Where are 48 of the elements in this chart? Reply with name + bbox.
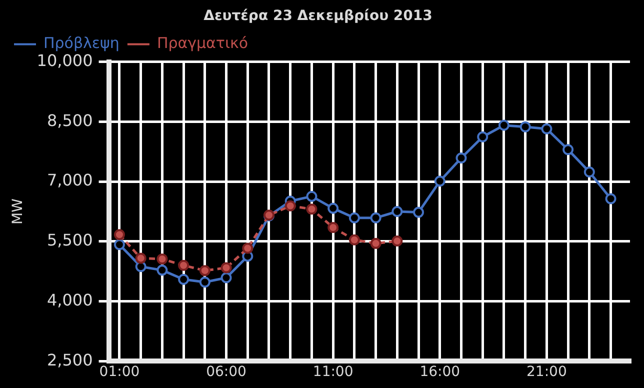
- point: [156, 254, 168, 265]
- chart-title: Δευτέρα 23 Δεκεμβρίου 2013: [204, 8, 432, 24]
- point: [562, 144, 574, 156]
- legend-label: Πρόβλεψη: [44, 34, 120, 52]
- point: [242, 242, 254, 254]
- y-axis-title: MW: [10, 198, 26, 224]
- point: [477, 131, 488, 142]
- point: [306, 190, 318, 202]
- x-tick-label: 16:00: [420, 364, 460, 380]
- point: [135, 252, 146, 264]
- x-tick-label: 06:00: [206, 364, 246, 380]
- point: [370, 238, 382, 249]
- y-tick-label: 5,500: [46, 230, 93, 250]
- point: [370, 212, 382, 224]
- point: [348, 234, 360, 246]
- point: [541, 123, 552, 134]
- point: [456, 152, 467, 164]
- point: [156, 264, 168, 276]
- x-tick-label: 01:00: [99, 364, 140, 380]
- point: [306, 204, 318, 215]
- legend-label: Πραγματικό: [156, 34, 248, 52]
- y-tick-label: 8,500: [46, 110, 93, 130]
- point: [584, 166, 595, 178]
- point: [392, 236, 403, 247]
- point: [199, 276, 210, 288]
- point: [178, 274, 190, 285]
- point: [220, 272, 232, 284]
- point: [605, 193, 616, 204]
- y-tick-label: 4,000: [46, 290, 93, 310]
- y-tick-label: 10,000: [36, 50, 93, 70]
- point: [328, 222, 339, 233]
- point: [220, 262, 232, 274]
- point: [348, 212, 360, 224]
- point: [178, 260, 190, 271]
- point: [434, 176, 446, 187]
- point: [199, 265, 210, 276]
- point: [498, 120, 510, 131]
- point: [114, 239, 125, 250]
- point: [413, 206, 424, 218]
- point: [284, 200, 296, 212]
- y-tick-label: 2,500: [46, 350, 93, 370]
- x-tick-label: 21:00: [526, 364, 567, 380]
- point: [520, 121, 531, 132]
- point: [114, 229, 125, 240]
- point: [328, 202, 339, 214]
- y-tick-label: 7,000: [46, 170, 93, 190]
- x-tick-label: 11:00: [312, 364, 354, 380]
- point: [392, 206, 403, 217]
